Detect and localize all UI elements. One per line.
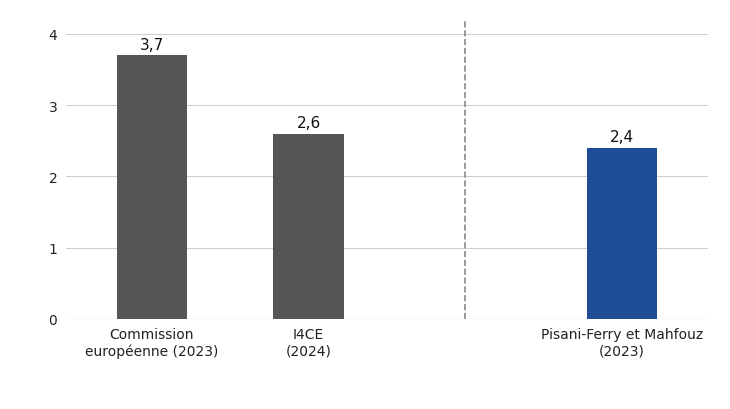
Text: 2,4: 2,4 <box>610 130 634 145</box>
Bar <box>273 134 344 319</box>
Bar <box>117 56 187 319</box>
Bar <box>587 148 657 319</box>
Text: 2,6: 2,6 <box>296 116 320 130</box>
Text: 3,7: 3,7 <box>139 38 164 52</box>
